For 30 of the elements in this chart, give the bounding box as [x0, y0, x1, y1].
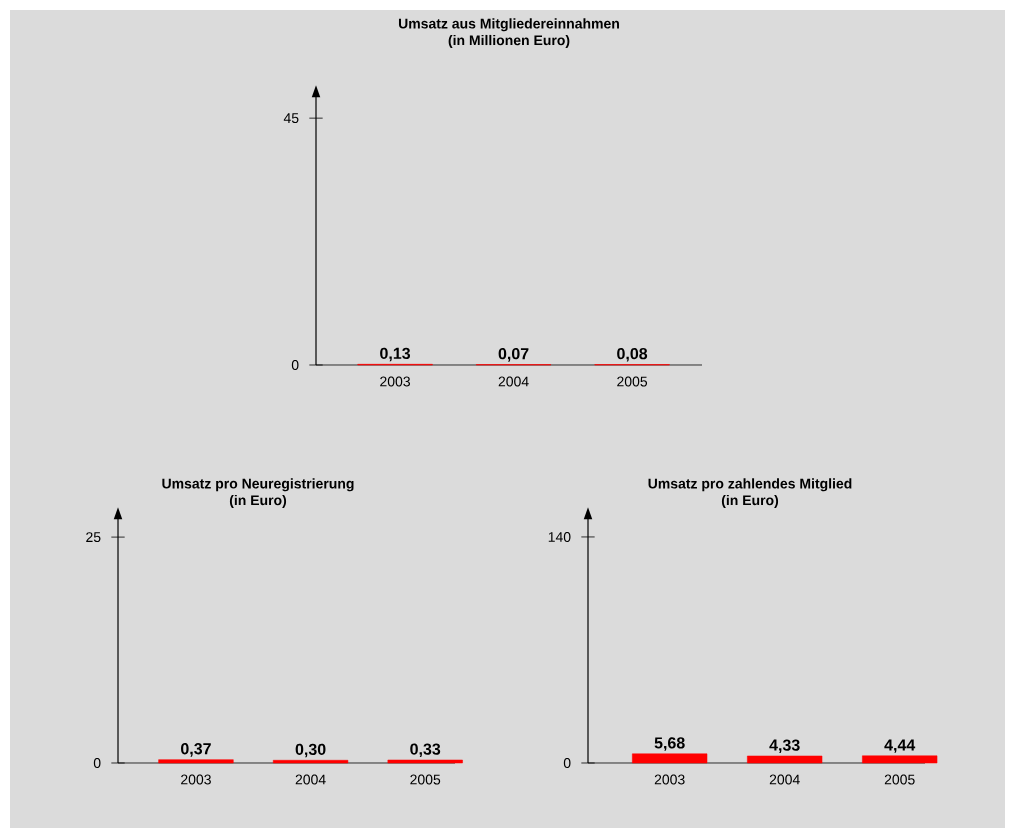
- x-tick-label: 2005: [884, 774, 915, 785]
- data-label: 4,44: [884, 739, 916, 753]
- x-tick-label: 2004: [769, 774, 800, 785]
- y-tick-label: 140: [548, 532, 571, 542]
- data-label: 0,07: [498, 348, 529, 362]
- chart-title: Umsatz pro Neuregistrierung: [162, 478, 354, 492]
- x-tick-label: 2003: [654, 774, 685, 785]
- data-label: 0,30: [295, 743, 326, 758]
- chart-subtitle: (in Euro): [229, 494, 287, 508]
- data-label: 5,68: [654, 737, 685, 751]
- chart-title: Umsatz aus Mitgliedereinnahmen: [398, 18, 619, 32]
- data-label: 0,08: [617, 347, 648, 362]
- data-label: 0,13: [380, 347, 411, 362]
- x-tick-label: 2004: [498, 376, 529, 387]
- y-tick-label: 45: [283, 113, 299, 124]
- y-tick-label: 0: [291, 360, 299, 370]
- x-tick-label: 2003: [380, 376, 410, 387]
- x-tick-label: 2005: [617, 376, 648, 387]
- data-label: 0,37: [181, 743, 211, 757]
- chart-subtitle: (in Euro): [721, 494, 779, 508]
- y-tick-label: 0: [93, 758, 101, 768]
- y-tick-label: 0: [563, 758, 571, 768]
- chart-title: Umsatz pro zahlendes Mitglied: [648, 478, 852, 492]
- data-label: 0,33: [410, 743, 441, 758]
- y-tick-label: 25: [86, 532, 101, 543]
- x-tick-label: 2004: [295, 774, 326, 785]
- data-label: 4,33: [769, 739, 800, 754]
- x-tick-label: 2005: [410, 774, 441, 785]
- x-tick-label: 2003: [181, 774, 211, 785]
- chart-subtitle: (in Millionen Euro): [448, 34, 570, 48]
